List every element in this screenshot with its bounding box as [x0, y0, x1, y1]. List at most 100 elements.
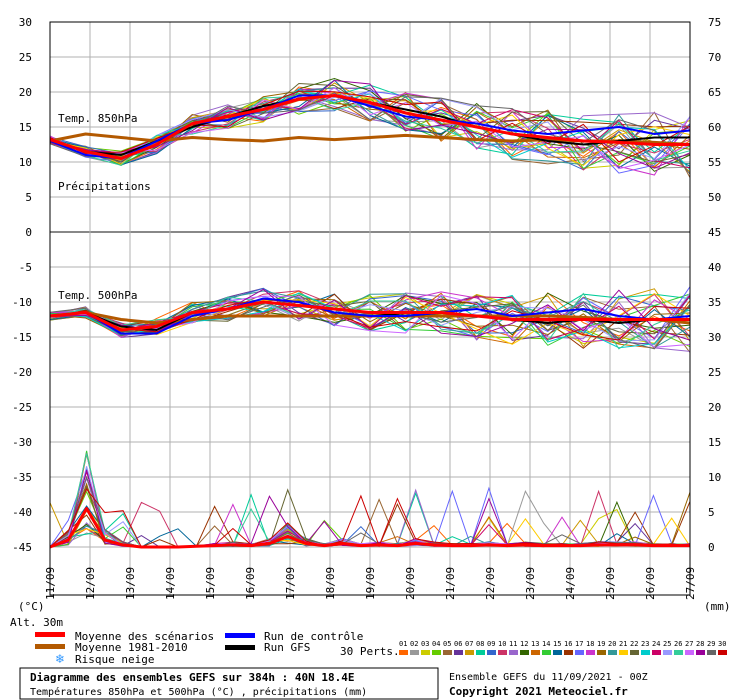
right-tick-label: 30 [708, 331, 721, 344]
pert-legend-label: 30 [718, 640, 726, 648]
pert-line-t850 [49, 91, 691, 166]
pert-legend-swatch [421, 650, 430, 655]
right-tick-label: 45 [708, 226, 721, 239]
right-tick-label: 10 [708, 471, 721, 484]
pert-legend-label: 02 [410, 640, 418, 648]
left-tick-label: -35 [12, 471, 32, 484]
pert-legend-swatch [531, 650, 540, 655]
pert-legend-label: 06 [454, 640, 462, 648]
pert-legend-label: 05 [443, 640, 451, 648]
pert-legend-swatch [454, 650, 463, 655]
x-tick-label: 18/09 [324, 567, 337, 600]
x-tick-label: 13/09 [124, 567, 137, 600]
pert-legend-label: 03 [421, 640, 429, 648]
pert-legend-label: 20 [608, 640, 616, 648]
pert-legend-swatch [432, 650, 441, 655]
pert-legend-swatch [410, 650, 419, 655]
right-axis-unit: (mm) [704, 600, 731, 613]
legend-alt: Alt. 30m [10, 616, 63, 629]
right-tick-label: 70 [708, 51, 721, 64]
left-tick-label: 15 [19, 121, 32, 134]
pert-legend-label: 17 [575, 640, 583, 648]
pert-legend-label: 21 [619, 640, 627, 648]
x-tick-label: 15/09 [204, 567, 217, 600]
pert-legend-label: 11 [509, 640, 517, 648]
x-tick-label: 12/09 [84, 567, 97, 600]
left-tick-label: -10 [12, 296, 32, 309]
right-tick-label: 35 [708, 296, 721, 309]
pert-legend-swatch [652, 650, 661, 655]
x-tick-label: 24/09 [564, 567, 577, 600]
legend-climatology: Moyenne 1981-2010 [75, 641, 188, 654]
right-tick-label: 65 [708, 86, 721, 99]
pert-legend-label: 10 [498, 640, 506, 648]
legend-control: Run de contrôle [264, 630, 363, 643]
pert-line-t850 [49, 90, 691, 163]
pert-legend-label: 24 [652, 640, 660, 648]
pert-line-t500 [49, 293, 691, 345]
pert-legend-swatch [630, 650, 639, 655]
left-tick-label: -5 [19, 261, 32, 274]
right-tick-label: 55 [708, 156, 721, 169]
pert-line-t850 [49, 87, 691, 170]
right-tick-label: 50 [708, 191, 721, 204]
pert-legend-label: 27 [685, 640, 693, 648]
legend-gfs: Run GFS [264, 641, 310, 654]
pert-legend-swatch [443, 650, 452, 655]
right-tick-label: 20 [708, 401, 721, 414]
legend-perts-label: 30 Perts. [340, 645, 400, 658]
x-tick-label: 14/09 [164, 567, 177, 600]
legend-swatch-climatology [35, 644, 65, 649]
footer-title: Diagramme des ensembles GEFS sur 384h : … [30, 671, 355, 684]
pert-legend-swatch [509, 650, 518, 655]
pert-legend-swatch [707, 650, 716, 655]
pert-legend-swatch [619, 650, 628, 655]
pert-legend-swatch [476, 650, 485, 655]
right-tick-label: 5 [708, 506, 715, 519]
pert-legend-label: 29 [707, 640, 715, 648]
x-tick-label: 22/09 [484, 567, 497, 600]
left-tick-label: -25 [12, 401, 32, 414]
pert-legend-swatch [520, 650, 529, 655]
right-tick-label: 25 [708, 366, 721, 379]
legend-snow: Risque neige [75, 653, 154, 666]
pert-legend-swatch [597, 650, 606, 655]
pert-legend-swatch [586, 650, 595, 655]
pert-legend-swatch [542, 650, 551, 655]
legend-swatch-mean [35, 632, 65, 637]
footer-run-info: Ensemble GEFS du 11/09/2021 - 00Z [449, 672, 648, 683]
x-tick-label: 11/09 [44, 567, 57, 600]
pert-line-t500 [49, 291, 691, 343]
left-axis-unit: (°C) [18, 600, 45, 613]
panel-label-t850: Temp. 850hPa [58, 112, 137, 125]
legend-swatch-control [225, 633, 255, 638]
pert-legend-swatch [718, 650, 727, 655]
pert-legend-swatch [465, 650, 474, 655]
pert-legend-swatch [685, 650, 694, 655]
pert-legend-swatch [498, 650, 507, 655]
left-tick-label: 0 [25, 226, 32, 239]
x-axis-ticks: 11/09 12/09 13/09 14/09 15/09 16/09 17/09 18/09… [44, 567, 697, 600]
control-line-t500 [49, 297, 691, 335]
x-tick-label: 26/09 [644, 567, 657, 600]
pert-legend: 01 02 03 04 05 06 07 08 09 10 11 12 13 14 15 16 17 18 19 20… [399, 640, 727, 655]
x-tick-label: 21/09 [444, 567, 457, 600]
panel-label-precip: Précipitations [58, 180, 151, 193]
pert-legend-label: 08 [476, 640, 484, 648]
pert-legend-swatch [641, 650, 650, 655]
mean-line-t500 [49, 300, 690, 332]
right-tick-label: 75 [708, 16, 721, 29]
pert-legend-label: 13 [531, 640, 539, 648]
pert-legend-label: 19 [597, 640, 605, 648]
pert-legend-label: 12 [520, 640, 528, 648]
mean-line-t850 [49, 94, 690, 160]
left-tick-label: -40 [12, 506, 32, 519]
pert-legend-label: 22 [630, 640, 638, 648]
x-tick-label: 16/09 [244, 567, 257, 600]
pert-legend-label: 15 [553, 640, 561, 648]
pert-legend-swatch [608, 650, 617, 655]
pert-legend-swatch [564, 650, 573, 655]
pert-line-t500 [49, 294, 691, 348]
panel-label-t500: Temp. 500hPa [58, 289, 137, 302]
